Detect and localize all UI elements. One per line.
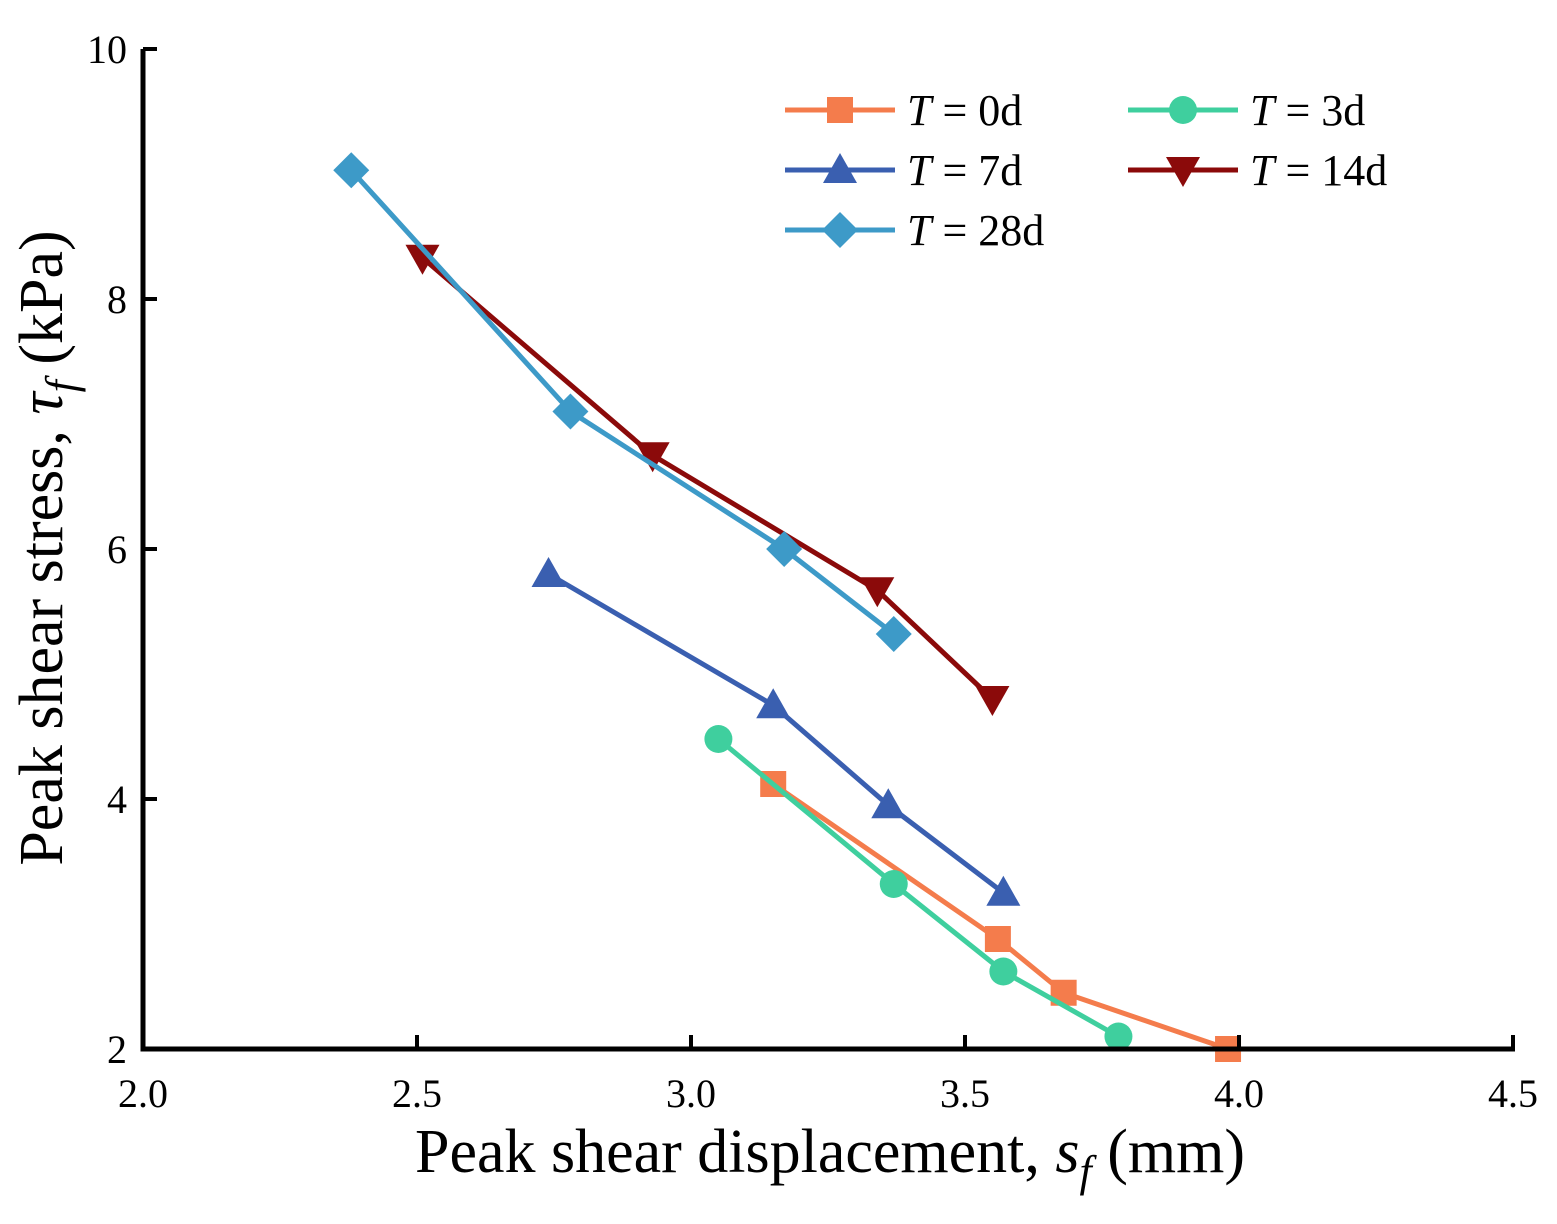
- legend-label: T = 3d: [1250, 86, 1365, 135]
- series-t-0d: [760, 771, 1242, 1062]
- data-point: [986, 875, 1021, 906]
- x-tick-label: 4.5: [1488, 1071, 1538, 1116]
- legend-label: T = 7d: [907, 146, 1022, 195]
- legend-entry: T = 0d: [785, 86, 1022, 135]
- data-point: [766, 531, 803, 567]
- y-tick-label: 8: [107, 277, 127, 322]
- data-point: [405, 244, 440, 275]
- series-line: [420, 255, 995, 701]
- legend-swatch-marker: [822, 212, 858, 248]
- legend-label: T = 0d: [907, 86, 1022, 135]
- y-tick-label: 2: [107, 1027, 127, 1072]
- y-tick-label: 10: [87, 27, 127, 72]
- legend-entry: T = 28d: [785, 206, 1044, 255]
- x-tick-label: 4.0: [1214, 1071, 1264, 1116]
- series-line: [349, 168, 896, 636]
- x-axis-title: Peak shear displacement, sf (mm): [415, 1118, 1245, 1196]
- data-point: [975, 686, 1010, 716]
- series-line: [547, 571, 1005, 895]
- data-point: [875, 616, 912, 652]
- series-t-3d: [704, 725, 1133, 1051]
- data-point: [635, 442, 670, 473]
- series-layer: [333, 152, 1242, 1062]
- legend-entry: T = 3d: [1128, 86, 1365, 135]
- series-line: [771, 781, 1229, 1052]
- data-point: [871, 788, 906, 819]
- legend-label: T = 28d: [907, 206, 1044, 255]
- data-point: [989, 957, 1018, 986]
- data-point: [1104, 1022, 1133, 1051]
- legend-entry: T = 14d: [1128, 146, 1387, 195]
- series-t-7d: [531, 557, 1021, 906]
- data-point: [333, 152, 370, 189]
- legend-swatch-marker: [1169, 96, 1197, 124]
- legend-entry: T = 7d: [785, 146, 1022, 195]
- legend-label: T = 14d: [1250, 146, 1387, 195]
- legend-swatch-marker: [823, 153, 857, 183]
- data-point: [704, 725, 733, 753]
- x-tick-label: 2.5: [392, 1071, 442, 1116]
- legend: T = 0d T = 3d T = 7d T = 14d T = 28d: [785, 86, 1387, 255]
- data-point: [531, 557, 566, 587]
- data-point: [552, 393, 589, 430]
- series-t-14d: [405, 244, 1010, 716]
- series-t-28d: [333, 152, 912, 652]
- x-tick-label: 3.0: [666, 1071, 716, 1116]
- tick-labels: 2.0 2.5 3.0 3.5 4.0 4.5 2 4 6 8 10: [87, 27, 1538, 1116]
- legend-swatch-marker: [1166, 157, 1200, 187]
- data-point: [984, 926, 1011, 952]
- legend-swatch-marker: [827, 97, 853, 123]
- y-axis-title: Peak shear stress, τf (kPa): [8, 230, 86, 865]
- series-line: [716, 737, 1120, 1039]
- data-point: [879, 870, 908, 898]
- data-point: [756, 688, 791, 719]
- x-tick-label: 3.5: [940, 1071, 990, 1116]
- x-tick-label: 2.0: [118, 1071, 168, 1116]
- y-tick-label: 6: [107, 527, 127, 572]
- axes: [140, 47, 1515, 1052]
- data-point: [860, 577, 895, 608]
- y-tick-label: 4: [107, 777, 127, 822]
